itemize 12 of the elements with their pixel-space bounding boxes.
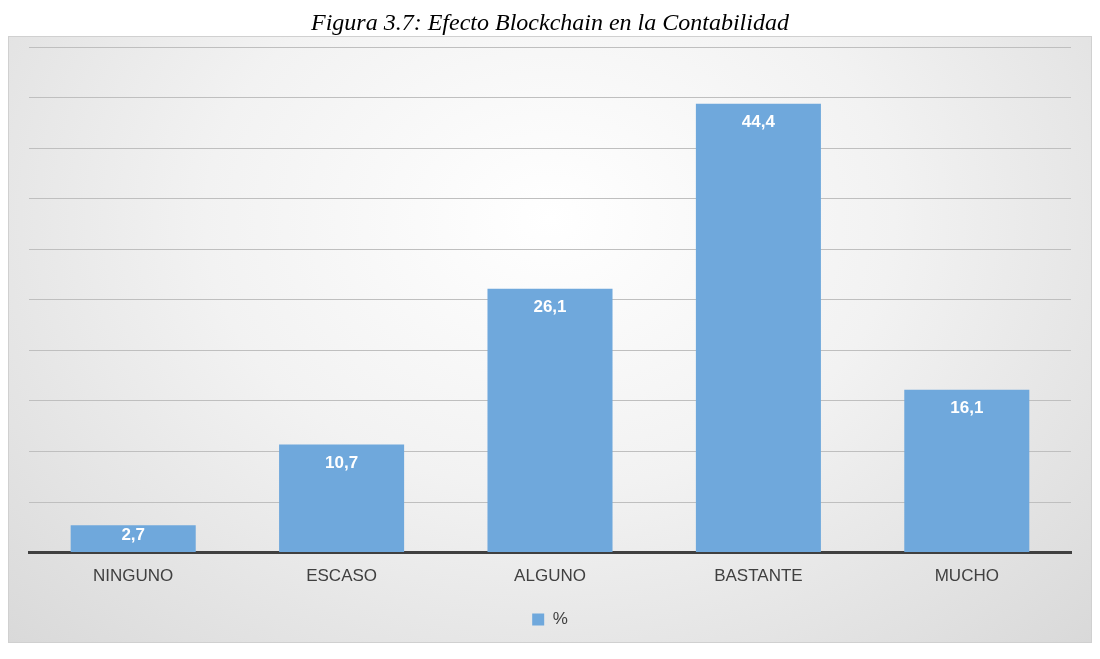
data-label: 26,1 bbox=[533, 296, 567, 316]
legend-label: % bbox=[552, 609, 568, 629]
chart-title: Figura 3.7: Efecto Blockchain en la Contabilidad bbox=[310, 8, 790, 36]
data-label: 10,7 bbox=[325, 452, 359, 472]
x-tick-label: NINGUNO bbox=[93, 566, 174, 586]
x-tick-label: ESCASO bbox=[306, 566, 378, 586]
data-label: 44,4 bbox=[741, 111, 776, 131]
x-tick-label: MUCHO bbox=[934, 566, 999, 586]
data-label: 2,7 bbox=[121, 525, 146, 545]
x-tick-label: BASTANTE bbox=[714, 566, 803, 586]
data-label: 16,1 bbox=[950, 397, 984, 417]
x-tick-label: ALGUNO bbox=[514, 566, 586, 586]
